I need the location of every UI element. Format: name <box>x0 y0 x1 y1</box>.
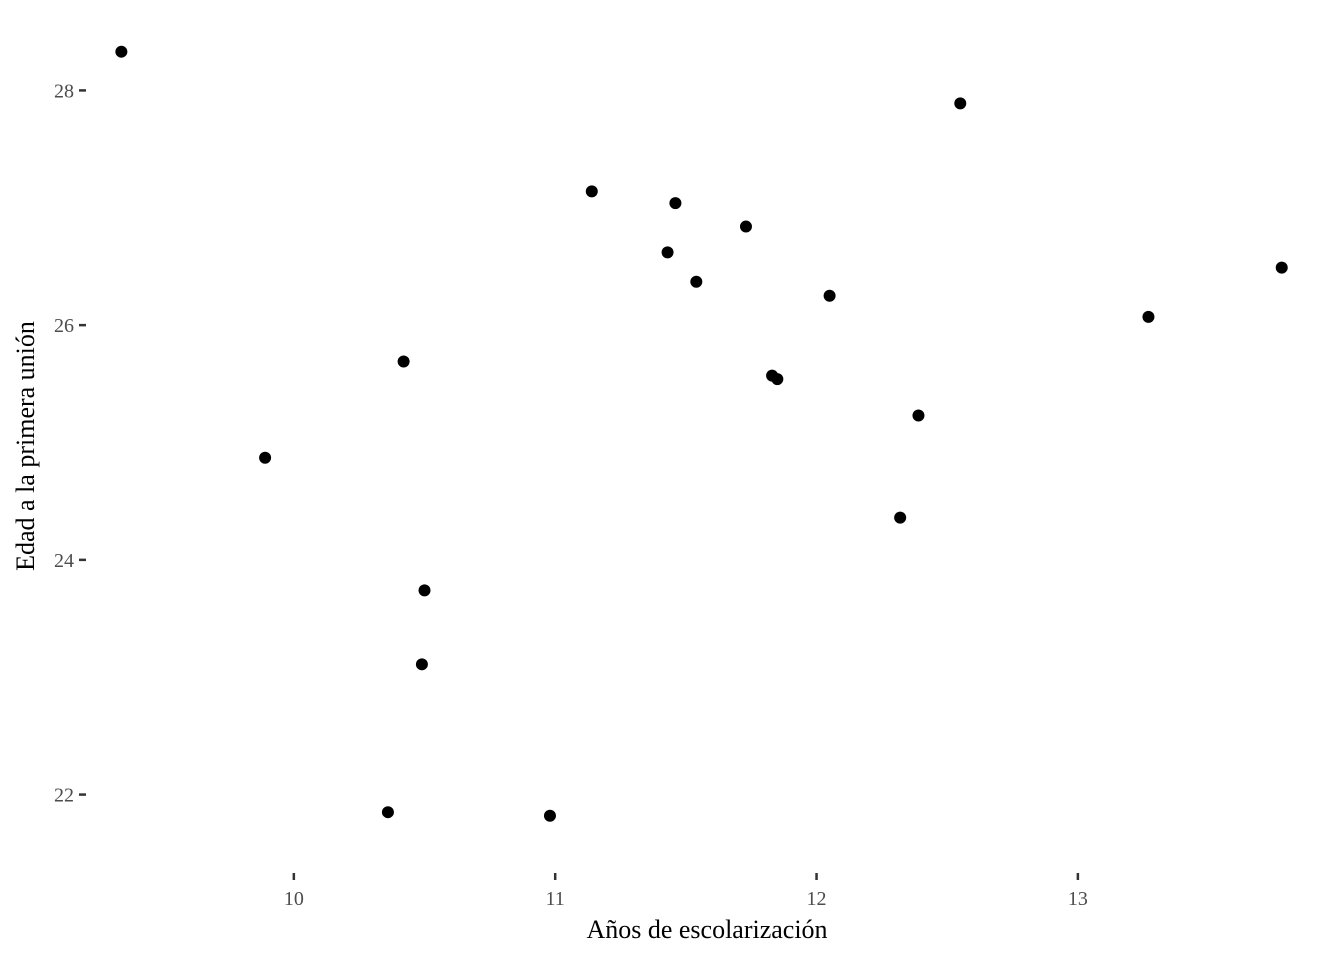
x-axis: 10 11 12 13 <box>284 873 1088 910</box>
data-point <box>739 220 752 233</box>
x-axis-title: Años de escolarización <box>586 915 827 944</box>
data-point <box>418 584 431 597</box>
y-tick-label: 22 <box>54 785 74 807</box>
data-point <box>381 806 394 819</box>
y-tick-label: 26 <box>54 315 74 337</box>
y-tick-label: 24 <box>54 550 74 572</box>
data-point <box>1275 261 1288 274</box>
data-point <box>115 45 128 58</box>
x-tick-label: 10 <box>284 888 304 910</box>
data-point <box>954 97 967 110</box>
data-point <box>1142 310 1155 323</box>
data-point <box>397 355 410 368</box>
x-tick-label: 11 <box>546 888 565 910</box>
data-point <box>894 511 907 524</box>
data-point <box>823 289 836 302</box>
data-points <box>115 45 1288 822</box>
data-point <box>585 185 598 198</box>
data-point <box>771 373 784 386</box>
x-tick-label: 12 <box>807 888 827 910</box>
data-point <box>912 409 925 422</box>
data-point <box>690 275 703 288</box>
y-tick-label: 28 <box>54 80 74 102</box>
data-point <box>415 658 428 671</box>
data-point <box>661 246 674 259</box>
data-point <box>669 197 682 210</box>
x-tick-label: 13 <box>1068 888 1088 910</box>
y-axis-title: Edad a la primera unión <box>11 321 40 571</box>
data-point <box>543 809 556 822</box>
data-point <box>259 451 272 464</box>
y-axis: 22 24 26 28 <box>54 80 86 807</box>
